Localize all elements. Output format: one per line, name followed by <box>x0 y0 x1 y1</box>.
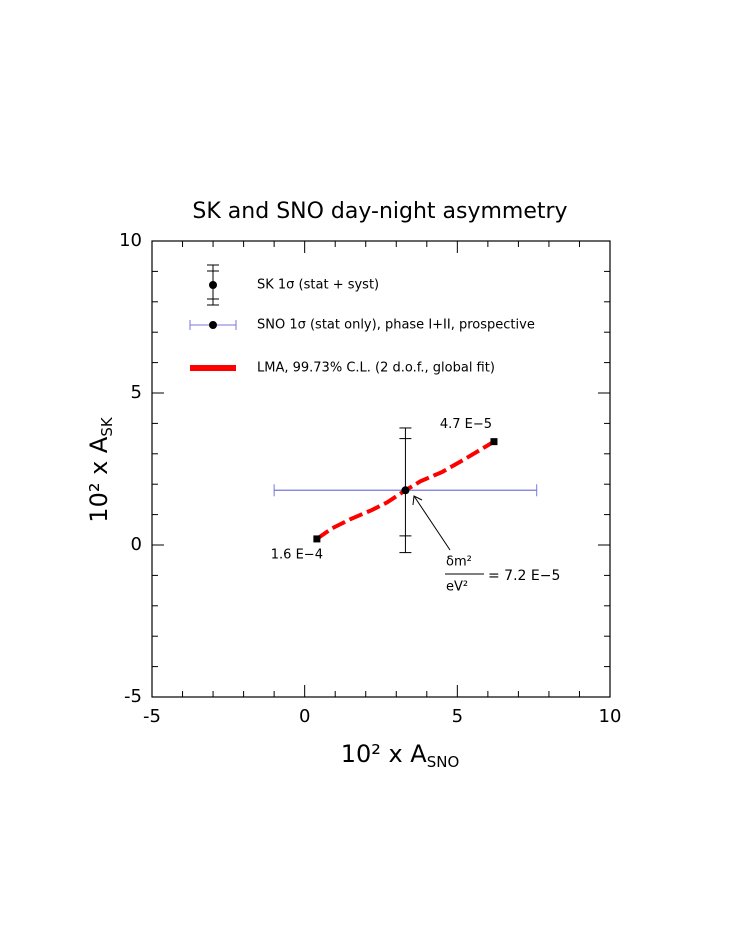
legend-sk-symbol <box>207 264 219 306</box>
annotation-text: = 7.2 E−5 <box>488 568 560 584</box>
x-tick-label: 0 <box>299 706 310 727</box>
y-tick-label: 10 <box>119 230 142 251</box>
annotation-numerator: δm² <box>446 555 472 570</box>
y-tick-label: 0 <box>131 534 142 555</box>
annotation-denominator: eV² <box>446 580 468 595</box>
plot-frame <box>151 240 611 698</box>
y-tick-label: -5 <box>124 686 142 707</box>
sk-point <box>401 486 410 495</box>
y-tick-label: 5 <box>131 382 142 403</box>
endpoint-label: 4.7 E−5 <box>440 417 492 432</box>
y-axis-label: 10² x ASK <box>85 416 116 523</box>
endpoint-marker <box>490 438 498 446</box>
endpoint-label: 1.6 E−4 <box>271 547 323 562</box>
legend-label: LMA, 99.73% C.L. (2 d.o.f., global fit) <box>257 361 495 376</box>
endpoint-marker <box>313 535 321 543</box>
annotation-arrow <box>412 495 451 551</box>
lma-curve <box>315 439 495 541</box>
x-tick-label: 10 <box>599 706 622 727</box>
legend-sno-symbol <box>189 320 237 330</box>
x-axis-label: 10² x ASNO <box>341 740 460 771</box>
x-tick-label: -5 <box>143 706 161 727</box>
x-tick-label: 5 <box>452 706 463 727</box>
legend-label: SNO 1σ (stat only), phase I+II, prospect… <box>257 318 535 333</box>
legend-label: SK 1σ (stat + syst) <box>257 278 379 293</box>
chart-title: SK and SNO day-night asymmetry <box>192 199 567 224</box>
